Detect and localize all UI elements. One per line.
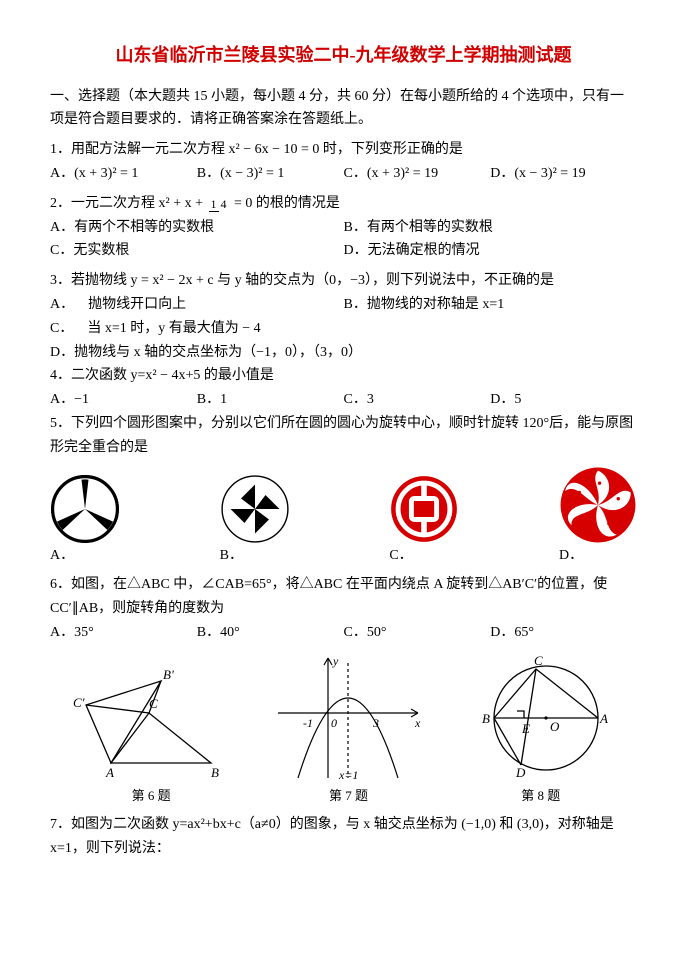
question-4: 4．二次函数 y=x² − 4x+5 的最小值是 xyxy=(50,364,637,388)
svg-text:B: B xyxy=(482,711,490,726)
q1-options: A．(x + 3)² = 1 B．(x − 3)² = 1 C．(x + 3)²… xyxy=(50,162,637,186)
svg-text:x=1: x=1 xyxy=(338,768,358,782)
q1-opt-b: B．(x − 3)² = 1 xyxy=(197,162,344,186)
q6-opt-b: B．40° xyxy=(197,621,344,645)
svg-text:C: C xyxy=(534,653,543,668)
q3-opt-a: A． 抛物线开口向上 xyxy=(50,293,344,317)
bank-of-china-icon xyxy=(389,474,459,544)
fig8-caption: 第 8 题 xyxy=(466,785,616,807)
fig6-caption: 第 6 题 xyxy=(71,785,231,807)
svg-text:-1: -1 xyxy=(303,716,313,730)
question-1: 1．用配方法解一元二次方程 x² − 6x − 10 = 0 时，下列变形正确的… xyxy=(50,138,637,162)
question-5: 5．下列四个圆形图案中，分别以它们所在圆的圆心为旋转中心，顺时针旋转 120°后… xyxy=(50,412,637,460)
q3-opt-b: B．抛物线的对称轴是 x=1 xyxy=(344,293,638,317)
fig7-caption: 第 7 题 xyxy=(273,785,423,807)
svg-text:E: E xyxy=(521,721,530,736)
svg-text:0: 0 xyxy=(331,716,337,730)
q6-options: A．35° B．40° C．50° D．65° xyxy=(50,621,637,645)
q2-opt-b: B．有两个相等的实数根 xyxy=(344,216,638,240)
q2-opt-a: A．有两个不相等的实数根 xyxy=(50,216,344,240)
svg-text:O: O xyxy=(550,719,560,734)
q6-opt-a: A．35° xyxy=(50,621,197,645)
q2-pre: 2．一元二次方程 x² + x + xyxy=(50,196,207,211)
q2-opt-c: C．无实数根 xyxy=(50,239,344,263)
figure-8: A B C D E O 第 8 题 xyxy=(466,653,616,807)
question-3: 3．若抛物线 y = x² − 2x + c 与 y 轴的交点为（0，−3），则… xyxy=(50,269,637,293)
bauhinia-icon xyxy=(559,466,637,544)
pinwheel-icon xyxy=(220,474,290,544)
svg-text:C: C xyxy=(149,696,158,711)
q4-opt-d: D．5 xyxy=(490,388,637,412)
q4-opt-b: B．1 xyxy=(197,388,344,412)
svg-text:B': B' xyxy=(163,667,174,682)
svg-text:B: B xyxy=(211,765,219,780)
q5-cell-b: B． xyxy=(220,474,290,568)
question-6: 6．如图，在△ABC 中，∠CAB=65°，将△ABC 在平面内绕点 A 旋转到… xyxy=(50,573,637,621)
q1-opt-d: D．(x − 3)² = 19 xyxy=(490,162,637,186)
question-2: 2．一元二次方程 x² + x + 14 = 0 的根的情况是 xyxy=(50,192,637,216)
figure-6: A B C B' C' 第 6 题 xyxy=(71,663,231,807)
q5-opt-a: A． xyxy=(50,544,120,568)
figures-row: A B C B' C' 第 6 题 x y -1 0 xyxy=(50,653,637,807)
q6-opt-c: C．50° xyxy=(344,621,491,645)
q5-opt-b: B． xyxy=(220,544,290,568)
q5-icons-row: A． B． C． xyxy=(50,466,637,568)
svg-text:3: 3 xyxy=(372,716,379,730)
q4-opt-c: C．3 xyxy=(344,388,491,412)
q1-opt-c: C．(x + 3)² = 19 xyxy=(344,162,491,186)
question-7: 7．如图为二次函数 y=ax²+bx+c（a≠0）的图象，与 x 轴交点坐标为 … xyxy=(50,813,637,861)
q4-options: A．−1 B．1 C．3 D．5 xyxy=(50,388,637,412)
q3-options-row1: A． 抛物线开口向上 B．抛物线的对称轴是 x=1 xyxy=(50,293,637,317)
q3-opt-c: C． 当 x=1 时，y 有最大值为 − 4 xyxy=(50,317,637,341)
q5-opt-c: C． xyxy=(389,544,459,568)
q3-opt-d: D．抛物线与 x 轴的交点坐标为（−1，0），（3，0） xyxy=(50,341,637,365)
q2-options: A．有两个不相等的实数根 B．有两个相等的实数根 C．无实数根 D．无法确定根的… xyxy=(50,216,637,264)
q1-opt-a: A．(x + 3)² = 1 xyxy=(50,162,197,186)
q5-cell-d: D． xyxy=(559,466,637,568)
svg-text:y: y xyxy=(332,654,339,668)
page-title: 山东省临沂市兰陵县实验二中-九年级数学上学期抽测试题 xyxy=(50,40,637,71)
svg-text:C': C' xyxy=(73,695,85,710)
figure-7: x y -1 0 3 x=1 第 7 题 xyxy=(273,653,423,807)
fraction-1-4: 14 xyxy=(209,198,229,210)
q5-cell-a: A． xyxy=(50,474,120,568)
svg-text:x: x xyxy=(414,716,421,730)
q2-post: = 0 的根的情况是 xyxy=(231,196,340,211)
svg-text:A: A xyxy=(599,711,608,726)
q5-opt-d: D． xyxy=(559,544,637,568)
svg-text:A: A xyxy=(105,765,114,780)
q4-opt-a: A．−1 xyxy=(50,388,197,412)
svg-text:D: D xyxy=(515,765,526,780)
q2-opt-d: D．无法确定根的情况 xyxy=(344,239,638,263)
mercedes-icon xyxy=(50,474,120,544)
q5-cell-c: C． xyxy=(389,474,459,568)
section-intro: 一、选择题（本大题共 15 小题，每小题 4 分，共 60 分）在每小题所给的 … xyxy=(50,85,637,133)
q6-opt-d: D．65° xyxy=(490,621,637,645)
